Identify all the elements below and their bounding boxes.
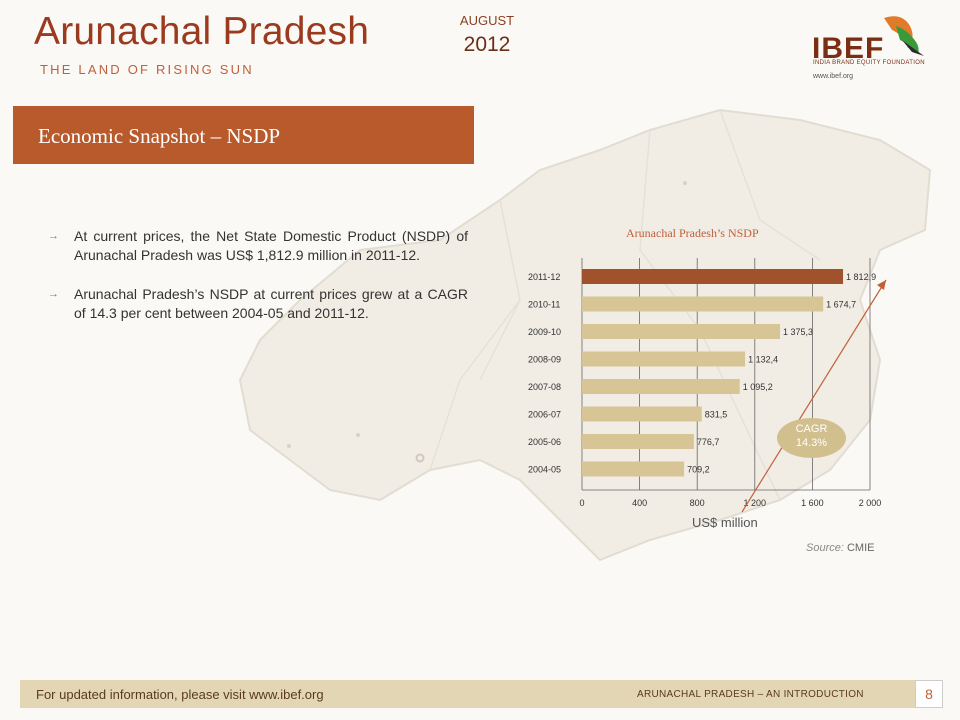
- nsdp-bar-chart: 0 400 800 1 200 1 600 2 000 2011-12 1 812,9 2010…: [528, 258, 887, 513]
- source-value: CMIE: [846, 542, 875, 554]
- bar: [582, 351, 746, 367]
- x-tick-label: 1 200: [744, 498, 767, 508]
- logo-url[interactable]: www.ibef.org: [813, 73, 854, 80]
- section-title: Economic Snapshot – NSDP: [38, 124, 281, 148]
- y-category-label: 2006-07: [528, 410, 561, 420]
- logo-subtitle: INDIA BRAND EQUITY FOUNDATION: [813, 60, 925, 66]
- bar: [582, 296, 824, 312]
- arrow-right-icon: →: [48, 230, 59, 242]
- x-tick-label: 2 000: [859, 498, 882, 508]
- bar: [582, 379, 740, 394]
- data-label: 1 132,4: [748, 355, 778, 365]
- y-category-label: 2010-11: [528, 300, 560, 310]
- date-year: 2012: [463, 33, 511, 56]
- data-label: 831,5: [705, 410, 728, 420]
- x-tick-label: 1 600: [801, 498, 824, 508]
- data-label: 776,7: [697, 437, 720, 447]
- footer-deck-title: ARUNACHAL PRADESH – AN INTRODUCTION: [637, 689, 864, 700]
- source-label: Source:: [806, 542, 844, 554]
- bullet-item: → At current prices, the Net State Domes…: [48, 227, 468, 265]
- bullet-item: → Arunachal Pradesh’s NSDP at current pr…: [48, 285, 468, 323]
- bar: [582, 269, 844, 284]
- cagr-annotation-badge: CAGR 14.3%: [777, 418, 846, 458]
- page-tagline: THE LAND OF RISING SUN: [40, 62, 254, 77]
- bullet-text: At current prices, the Net State Domesti…: [74, 228, 468, 263]
- cagr-label: CAGR: [795, 423, 828, 435]
- chart-title: Arunachal Pradesh’s NSDP: [626, 226, 759, 240]
- logo-wordmark: IBEF: [812, 32, 885, 65]
- cagr-trend-line: [741, 279, 887, 513]
- y-category-label: 2009-10: [528, 327, 561, 337]
- footer-update-link[interactable]: For updated information, please visit ww…: [36, 687, 324, 702]
- bullet-text: Arunachal Pradesh’s NSDP at current pric…: [74, 286, 468, 321]
- data-label: 1 674,7: [826, 300, 856, 310]
- page-title: Arunachal Pradesh: [34, 10, 370, 53]
- bullet-list: → At current prices, the Net State Domes…: [48, 227, 468, 343]
- cagr-value: 14.3%: [795, 437, 828, 449]
- section-header-bar: [13, 106, 474, 164]
- y-category-label: 2005-06: [528, 437, 561, 447]
- x-tick-label: 0: [579, 498, 584, 508]
- data-label: 1 375,3: [783, 327, 813, 337]
- footer-bar: [20, 680, 920, 708]
- chart-x-axis-label: US$ million: [692, 515, 758, 530]
- y-category-label: 2011-12: [528, 272, 560, 282]
- x-tick-label: 400: [632, 498, 647, 508]
- data-label: 1 812,9: [846, 272, 876, 282]
- y-category-label: 2007-08: [528, 382, 561, 392]
- data-label: 709,2: [687, 465, 710, 475]
- bar: [582, 461, 685, 477]
- arrow-right-icon: →: [48, 288, 59, 300]
- y-category-label: 2004-05: [528, 465, 561, 475]
- chart-source: Source: CMIE: [806, 542, 874, 554]
- bar: [582, 324, 781, 339]
- data-label: 1 095,2: [743, 382, 773, 392]
- page-number: 8: [915, 680, 943, 708]
- y-category-label: 2008-09: [528, 355, 561, 365]
- date-month: AUGUST: [459, 13, 515, 28]
- x-tick-label: 800: [690, 498, 705, 508]
- bar: [582, 434, 694, 449]
- bar: [582, 406, 702, 422]
- cagr-arrow-head-icon: [877, 280, 886, 290]
- ibef-bird-logo-icon: [884, 16, 924, 56]
